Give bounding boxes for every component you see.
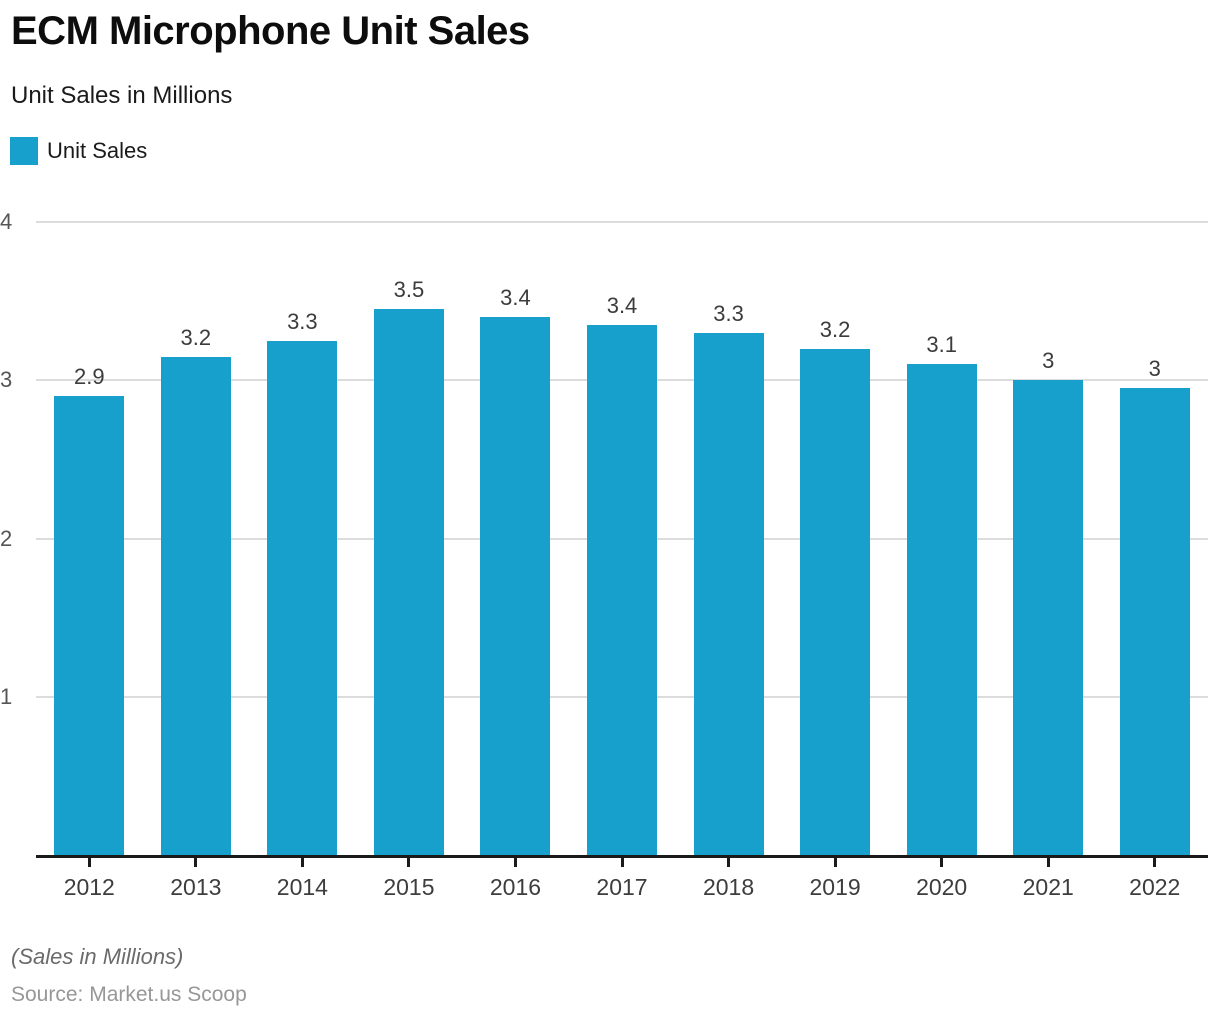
bar-value-label-2019: 3.2 <box>819 316 851 342</box>
bar-value-label-2021: 3 <box>1042 348 1055 374</box>
bar-group-2018: 3.3 <box>675 222 782 855</box>
x-tick-2020 <box>940 858 944 867</box>
footer-source: Source: Market.us Scoop <box>11 983 247 1006</box>
bar-2019 <box>800 348 871 855</box>
bar-group-2020: 3.1 <box>888 222 995 855</box>
bar-value-label-2013: 3.2 <box>180 324 212 350</box>
x-group-2012: 2012 <box>36 858 143 901</box>
x-group-2021: 2021 <box>995 858 1102 901</box>
bar-group-2021: 3 <box>995 222 1102 855</box>
x-group-2022: 2022 <box>1101 858 1208 901</box>
x-tick-label-2012: 2012 <box>63 874 115 900</box>
x-tick-2021 <box>1046 858 1050 867</box>
y-tick-label-2: 2 <box>0 525 13 551</box>
x-axis-line <box>36 855 1208 858</box>
bar-group-2012: 2.9 <box>36 222 143 855</box>
x-tick-2022 <box>1153 858 1157 867</box>
plot-area: 2.9 3.2 3.3 3.5 3.4 3.4 3.3 3.2 3.1 3 3 <box>36 221 1208 855</box>
x-tick-2014 <box>300 858 304 867</box>
y-tick-label-4: 4 <box>0 209 13 234</box>
x-group-2017: 2017 <box>569 858 676 901</box>
x-tick-2016 <box>513 858 517 867</box>
bar-2016 <box>480 316 551 855</box>
x-tick-2015 <box>407 858 411 867</box>
bar-value-label-2014: 3.3 <box>287 308 318 334</box>
x-group-2020: 2020 <box>888 858 995 901</box>
legend-swatch-icon <box>10 137 38 165</box>
x-tick-label-2015: 2015 <box>383 874 435 900</box>
bar-group-2014: 3.3 <box>249 222 356 855</box>
x-tick-label-2017: 2017 <box>596 874 648 900</box>
x-group-2015: 2015 <box>356 858 463 901</box>
bar-value-label-2020: 3.1 <box>926 332 957 358</box>
bar-group-2013: 3.2 <box>143 222 250 855</box>
bar-2017 <box>587 324 657 855</box>
bar-group-2019: 3.2 <box>782 222 889 855</box>
bar-value-label-2012: 2.9 <box>73 364 105 390</box>
legend: Unit Sales <box>10 137 147 165</box>
chart-subtitle: Unit Sales in Millions <box>11 82 233 109</box>
grid-line-4 <box>36 221 1208 223</box>
x-group-2016: 2016 <box>462 858 569 901</box>
bar-2018 <box>693 332 764 855</box>
legend-label: Unit Sales <box>47 138 148 163</box>
x-group-2013: 2013 <box>143 858 250 901</box>
bar-group-2022: 3 <box>1101 222 1208 855</box>
x-tick-label-2022: 2022 <box>1129 874 1181 900</box>
bar-2013 <box>160 356 231 855</box>
bar-2015 <box>373 309 444 855</box>
bar-2022 <box>1119 388 1190 855</box>
chart-title: ECM Microphone Unit Sales <box>11 9 530 53</box>
bar-value-label-2022: 3 <box>1148 356 1161 382</box>
bar-value-label-2015: 3.5 <box>393 277 425 303</box>
x-tick-label-2019: 2019 <box>809 874 861 900</box>
bar-2014 <box>267 340 338 855</box>
x-tick-2013 <box>194 858 198 867</box>
bar-2021 <box>1013 380 1084 855</box>
x-tick-label-2014: 2014 <box>276 874 328 900</box>
bar-series: 2.9 3.2 3.3 3.5 3.4 3.4 3.3 3.2 3.1 3 3 <box>36 222 1208 855</box>
footer-note: (Sales in Millions) <box>11 944 184 969</box>
bar-2012 <box>54 396 125 855</box>
x-tick-2018 <box>727 858 731 867</box>
x-tick-label-2021: 2021 <box>1022 874 1074 900</box>
x-tick-2017 <box>620 858 624 867</box>
x-tick-label-2013: 2013 <box>170 874 222 900</box>
bar-group-2017: 3.4 <box>569 222 676 855</box>
x-axis: 2012 2013 2014 2015 2016 2017 2018 2019 2020 2021… <box>36 858 1208 901</box>
x-tick-label-2020: 2020 <box>916 874 968 900</box>
y-tick-label-3: 3 <box>0 367 13 393</box>
x-tick-label-2018: 2018 <box>702 874 755 900</box>
bar-value-label-2017: 3.4 <box>606 292 638 318</box>
x-group-2014: 2014 <box>249 858 356 901</box>
x-tick-2019 <box>833 858 837 867</box>
bar-value-label-2016: 3.4 <box>500 284 531 310</box>
bar-group-2015: 3.5 <box>356 222 463 855</box>
y-tick-label-1: 1 <box>0 683 13 709</box>
x-tick-2012 <box>87 858 91 867</box>
bar-group-2016: 3.4 <box>462 222 569 855</box>
bar-2020 <box>906 364 977 855</box>
x-tick-label-2016: 2016 <box>489 874 542 900</box>
x-group-2018: 2018 <box>675 858 782 901</box>
bar-value-label-2018: 3.3 <box>713 300 744 326</box>
x-group-2019: 2019 <box>782 858 889 901</box>
